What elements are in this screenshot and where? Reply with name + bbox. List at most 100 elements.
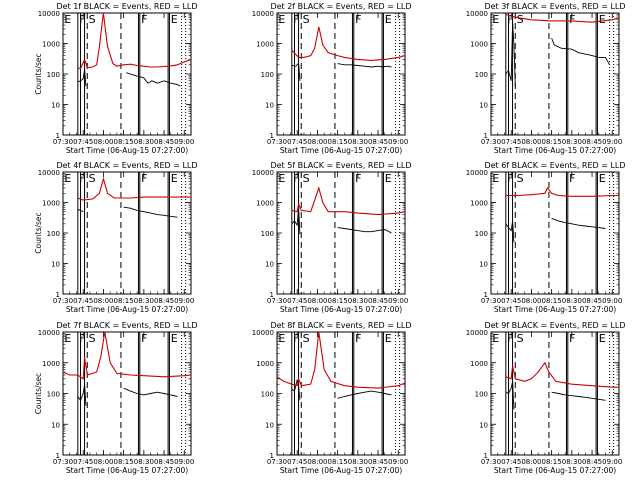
data-lines (505, 13, 619, 87)
event-letter: F (79, 332, 85, 345)
event-letter: E (278, 332, 285, 345)
y-tick-label: 100 (475, 391, 488, 399)
series-lld-line (505, 361, 619, 388)
event-letter: F (293, 13, 299, 26)
x-tick-label: 08:15 (114, 138, 134, 146)
x-tick-label: 09:00 (174, 138, 194, 146)
chart-title: Det 5f BLACK = Events, RED = LLD (270, 161, 411, 170)
series-lld-line (291, 26, 405, 61)
event-letter: F (569, 332, 575, 345)
y-tick-label: 10 (479, 102, 488, 110)
x-axis-label: Start Time (06-Aug-15 07:27:00) (494, 466, 616, 475)
x-tick-label: 08:15 (328, 458, 348, 466)
y-tick-label: 10000 (252, 169, 274, 177)
y-tick-label: 10 (51, 261, 60, 269)
series-lld-line (291, 186, 405, 216)
event-letter: E (492, 332, 499, 345)
x-tick-label: 08:30 (562, 458, 582, 466)
x-tick-label: 08:45 (154, 138, 174, 146)
y-axis-label: Counts/sec (34, 212, 43, 253)
series-events-line (291, 207, 301, 235)
y-axis-label: Counts/sec (34, 373, 43, 414)
chart-title: Det 4f BLACK = Events, RED = LLD (56, 161, 197, 170)
event-letter: S (517, 13, 524, 26)
y-tick-label: 1 (484, 452, 488, 460)
series-events-line (77, 208, 84, 213)
axes-frame (62, 12, 192, 136)
x-tick-label: 08:00 (93, 297, 113, 305)
data-lines (505, 186, 619, 243)
x-tick-label: 08:30 (134, 138, 154, 146)
event-letter: F (293, 332, 299, 345)
axes-frame (490, 171, 620, 295)
x-tick-label: 08:00 (307, 138, 327, 146)
x-tick-label: 08:15 (542, 458, 562, 466)
y-tick-label: 10000 (466, 169, 488, 177)
event-letter: S (303, 13, 310, 26)
x-tick-label: 08:45 (368, 297, 388, 305)
y-tick-label: 1000 (256, 360, 274, 368)
event-letter: E (599, 172, 606, 185)
y-tick-label: 10 (479, 421, 488, 429)
x-tick-label: 07:45 (73, 297, 93, 305)
event-letter: F (507, 172, 513, 185)
chart-panel-4: Det 4f BLACK = Events, RED = LLD 1 10 100 10… (34, 161, 198, 314)
series-events-line (291, 379, 301, 401)
y-tick-label: 1000 (42, 360, 60, 368)
x-tick-label: 07:30 (481, 297, 501, 305)
event-letter: E (385, 332, 392, 345)
data-lines (277, 332, 405, 401)
event-letter: E (492, 172, 499, 185)
y-tick-label: 1 (56, 132, 60, 140)
series-events-line (337, 227, 392, 234)
y-axis-label: Counts/sec (34, 53, 43, 94)
y-tick-label: 10 (265, 421, 274, 429)
x-axis-label: Start Time (06-Aug-15 07:27:00) (494, 146, 616, 155)
chart-title: Det 6f BLACK = Events, RED = LLD (484, 161, 625, 170)
y-tick-label: 100 (47, 71, 60, 79)
event-letter: E (171, 13, 178, 26)
y-tick-label: 1 (270, 291, 274, 299)
event-letter: E (171, 332, 178, 345)
event-letter: E (278, 172, 285, 185)
x-tick-label: 08:45 (154, 297, 174, 305)
series-lld-line (505, 186, 619, 197)
x-tick-label: 09:00 (602, 297, 622, 305)
y-tick-label: 1000 (42, 200, 60, 208)
chart-panel-1: Det 1f BLACK = Events, RED = LLD 1 10 100 10… (34, 2, 198, 155)
x-axis-label: Start Time (06-Aug-15 07:27:00) (66, 466, 188, 475)
series-events-line (551, 37, 610, 66)
event-letter: E (64, 172, 71, 185)
series-lld-line (277, 332, 405, 389)
y-tick-label: 10 (479, 261, 488, 269)
x-tick-label: 07:30 (53, 138, 73, 146)
x-tick-label: 08:30 (348, 138, 368, 146)
x-tick-label: 07:45 (287, 297, 307, 305)
chart-title: Det 9f BLACK = Events, RED = LLD (484, 321, 625, 330)
chart-title: Det 1f BLACK = Events, RED = LLD (56, 2, 197, 11)
event-letter: F (355, 172, 361, 185)
data-lines (63, 332, 191, 406)
event-letter: S (517, 172, 524, 185)
event-letter: S (89, 13, 96, 26)
event-letter: E (64, 13, 71, 26)
y-tick-label: 1000 (470, 200, 488, 208)
event-letter: E (64, 332, 71, 345)
chart-panel-3: Det 3f BLACK = Events, RED = LLD 1 10 100 10… (466, 2, 626, 155)
x-tick-label: 08:45 (154, 458, 174, 466)
y-tick-label: 10000 (38, 329, 60, 337)
event-letter: F (141, 332, 147, 345)
event-letter: F (569, 13, 575, 26)
y-tick-label: 100 (47, 391, 60, 399)
x-tick-label: 08:15 (542, 297, 562, 305)
x-tick-label: 07:30 (481, 138, 501, 146)
series-events-line (123, 206, 178, 218)
event-letter: F (141, 13, 147, 26)
y-tick-label: 10 (51, 102, 60, 110)
x-tick-label: 08:30 (134, 458, 154, 466)
y-tick-label: 10000 (466, 329, 488, 337)
x-tick-label: 07:30 (267, 458, 287, 466)
x-tick-label: 07:30 (267, 138, 287, 146)
x-tick-label: 08:15 (328, 138, 348, 146)
chart-title: Det 7f BLACK = Events, RED = LLD (56, 321, 197, 330)
